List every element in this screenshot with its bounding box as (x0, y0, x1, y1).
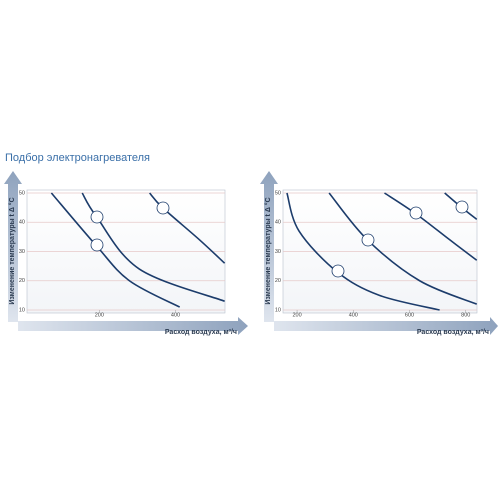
y-tick-label: 40 (275, 220, 281, 226)
x-axis-label: Расход воздуха, м³/ч (417, 329, 489, 336)
y-tick-label: 50 (275, 190, 281, 196)
x-tick-label: 800 (461, 312, 470, 318)
x-tick-label: 200 (292, 312, 301, 318)
x-tick-label: 600 (405, 312, 414, 318)
y-arrow (260, 171, 278, 322)
page-title: Подбор электронагревателя (5, 152, 150, 164)
y-tick-label: 30 (19, 249, 25, 255)
y-tick-label: 50 (19, 190, 25, 196)
y-tick-label: 10 (275, 307, 281, 313)
x-arrow (18, 317, 248, 335)
x-tick-label: 200 (95, 312, 104, 318)
x-tick-label: 400 (171, 312, 180, 318)
y-tick-label: 20 (275, 278, 281, 284)
x-arrow (274, 317, 498, 335)
y-arrow (4, 171, 22, 322)
y-tick-label: 30 (275, 249, 281, 255)
y-axis-label: Изменение температуры t Δ °C (8, 197, 16, 304)
x-axis-label: Расход воздуха, м³/ч (165, 329, 237, 336)
curve (148, 192, 226, 264)
y-tick-label: 10 (19, 307, 25, 313)
curve (328, 192, 478, 305)
x-tick-label: 400 (349, 312, 358, 318)
y-tick-label: 40 (19, 220, 25, 226)
y-tick-label: 20 (19, 278, 25, 284)
curve-badges (90, 200, 469, 278)
curve (81, 192, 225, 302)
curve (384, 192, 478, 261)
curve (50, 192, 181, 308)
y-axis-label: Изменение температуры t Δ °C (264, 197, 272, 304)
